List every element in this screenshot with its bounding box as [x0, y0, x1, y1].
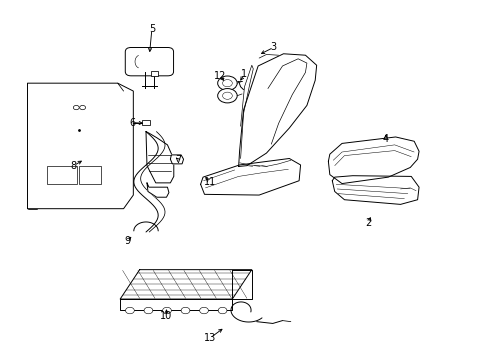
Text: 2: 2 [365, 218, 371, 228]
Polygon shape [232, 270, 251, 299]
Bar [79, 166, 101, 184]
Circle shape [218, 307, 226, 314]
Circle shape [217, 89, 237, 103]
Polygon shape [238, 54, 316, 166]
Circle shape [80, 105, 85, 110]
Polygon shape [146, 132, 173, 183]
Bar [47, 166, 77, 184]
Polygon shape [120, 270, 251, 299]
Bar [142, 120, 150, 126]
Text: 1: 1 [241, 69, 247, 79]
Polygon shape [147, 183, 168, 197]
Polygon shape [331, 176, 418, 204]
Text: 9: 9 [124, 236, 130, 246]
FancyBboxPatch shape [125, 48, 173, 76]
Circle shape [125, 307, 134, 314]
Text: 11: 11 [204, 177, 216, 187]
Circle shape [162, 307, 171, 314]
Circle shape [199, 307, 208, 314]
Polygon shape [170, 155, 183, 164]
Text: 8: 8 [71, 161, 77, 171]
Text: 12: 12 [213, 71, 226, 81]
Polygon shape [120, 299, 232, 310]
Text: 13: 13 [204, 333, 216, 343]
Text: 4: 4 [382, 134, 388, 144]
Text: 5: 5 [148, 24, 155, 35]
Text: 6: 6 [129, 118, 135, 128]
Text: 3: 3 [270, 42, 276, 52]
Bar [151, 71, 158, 76]
Text: 7: 7 [175, 155, 182, 165]
Circle shape [144, 307, 153, 314]
Polygon shape [328, 137, 418, 184]
Polygon shape [27, 83, 133, 209]
Circle shape [217, 76, 237, 90]
Circle shape [73, 105, 79, 110]
Text: 10: 10 [160, 311, 172, 321]
Circle shape [181, 307, 189, 314]
Polygon shape [200, 158, 300, 195]
